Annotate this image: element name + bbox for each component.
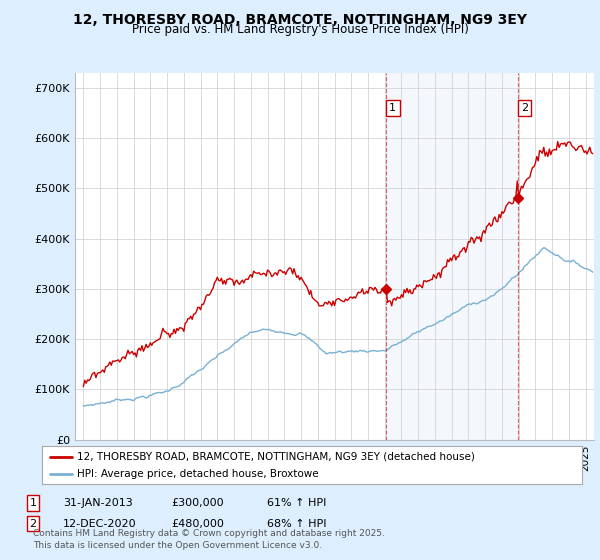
Text: 68% ↑ HPI: 68% ↑ HPI [267,519,326,529]
Text: 2: 2 [521,103,528,113]
Text: 1: 1 [29,498,37,508]
Text: 12, THORESBY ROAD, BRAMCOTE, NOTTINGHAM, NG9 3EY: 12, THORESBY ROAD, BRAMCOTE, NOTTINGHAM,… [73,13,527,27]
Text: 31-JAN-2013: 31-JAN-2013 [63,498,133,508]
Text: 12-DEC-2020: 12-DEC-2020 [63,519,137,529]
Text: Price paid vs. HM Land Registry's House Price Index (HPI): Price paid vs. HM Land Registry's House … [131,22,469,36]
Text: £480,000: £480,000 [171,519,224,529]
Text: £300,000: £300,000 [171,498,224,508]
Text: 1: 1 [389,103,396,113]
Bar [386,73,518,440]
Text: 61% ↑ HPI: 61% ↑ HPI [267,498,326,508]
Text: Contains HM Land Registry data © Crown copyright and database right 2025.
This d: Contains HM Land Registry data © Crown c… [33,529,385,550]
Text: 2: 2 [29,519,37,529]
Text: HPI: Average price, detached house, Broxtowe: HPI: Average price, detached house, Brox… [77,469,319,479]
Text: 12, THORESBY ROAD, BRAMCOTE, NOTTINGHAM, NG9 3EY (detached house): 12, THORESBY ROAD, BRAMCOTE, NOTTINGHAM,… [77,451,475,461]
